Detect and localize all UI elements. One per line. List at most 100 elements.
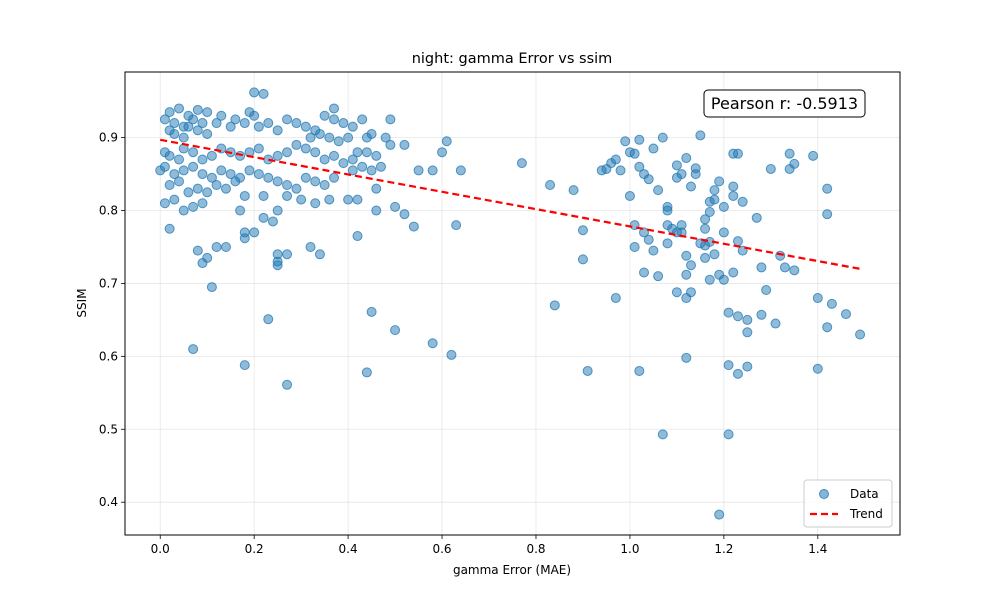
data-point (324, 132, 335, 143)
data-point (305, 241, 316, 252)
data-point (662, 238, 673, 249)
data-point (629, 148, 640, 159)
x-tick-label: 1.0 (620, 542, 639, 556)
data-point (577, 254, 588, 265)
data-point (700, 252, 711, 263)
data-point (319, 110, 330, 121)
data-point (272, 205, 283, 216)
legend-data-marker (819, 489, 829, 499)
data-point (357, 161, 368, 172)
data-point (178, 205, 189, 216)
data-point (183, 121, 194, 132)
data-point (709, 185, 720, 196)
data-point (765, 163, 776, 174)
data-point (169, 169, 180, 180)
data-point (681, 153, 692, 164)
data-point (164, 150, 175, 161)
data-point (709, 249, 720, 260)
data-point (371, 150, 382, 161)
data-point (718, 201, 729, 212)
data-point (732, 311, 743, 322)
data-point (728, 267, 739, 278)
data-point (700, 223, 711, 234)
data-point (441, 136, 452, 147)
data-point (732, 368, 743, 379)
data-point (282, 114, 293, 125)
data-point (413, 165, 424, 176)
data-point (690, 169, 701, 180)
data-point (756, 262, 767, 273)
data-point (159, 198, 170, 209)
data-point (235, 150, 246, 161)
data-point (723, 429, 734, 440)
data-point (742, 361, 753, 372)
chart-title: night: gamma Error vs ssim (412, 51, 613, 67)
data-point (188, 147, 199, 158)
data-point (164, 223, 175, 234)
data-point (446, 349, 457, 360)
data-point (319, 180, 330, 191)
data-point (220, 183, 231, 194)
data-point (263, 314, 274, 325)
data-point (188, 344, 199, 355)
data-point (272, 125, 283, 136)
data-point (169, 128, 180, 139)
data-point (343, 194, 354, 205)
data-point (272, 176, 283, 187)
data-point (399, 209, 410, 220)
data-point (437, 147, 448, 158)
data-point (263, 118, 274, 129)
data-point (577, 225, 588, 236)
data-point (183, 187, 194, 198)
data-point (230, 176, 241, 187)
data-point (343, 132, 354, 143)
data-point (192, 183, 203, 194)
x-tick-label: 0.8 (526, 542, 545, 556)
data-point (681, 352, 692, 363)
data-point (164, 107, 175, 118)
y-tick-label: 0.5 (99, 422, 118, 436)
data-point (197, 118, 208, 129)
data-point (202, 107, 213, 118)
data-point (648, 245, 659, 256)
data-point (427, 165, 438, 176)
data-point (822, 183, 833, 194)
data-point (361, 367, 372, 378)
data-point (427, 338, 438, 349)
data-point (310, 176, 321, 187)
data-point (314, 249, 325, 260)
data-point (197, 154, 208, 165)
data-point (159, 114, 170, 125)
data-point (718, 274, 729, 285)
data-point (840, 309, 851, 320)
data-point (253, 143, 264, 154)
data-point (324, 194, 335, 205)
data-point (197, 169, 208, 180)
data-point (220, 241, 231, 252)
data-point (671, 287, 682, 298)
annotation-box (703, 89, 866, 118)
data-point (230, 114, 241, 125)
data-point (610, 154, 621, 165)
data-point (704, 274, 715, 285)
data-point (258, 212, 269, 223)
data-point (653, 185, 664, 196)
data-point (549, 300, 560, 311)
data-point (296, 194, 307, 205)
data-point (178, 165, 189, 176)
legend: Data Trend (803, 479, 893, 528)
data-point (615, 165, 626, 176)
data-point (545, 180, 556, 191)
data-point (235, 205, 246, 216)
data-point (192, 125, 203, 136)
data-point (174, 154, 185, 165)
legend-data-label: Data (850, 487, 879, 501)
data-point (239, 360, 250, 371)
data-point (709, 194, 720, 205)
data-point (188, 114, 199, 125)
data-point (211, 180, 222, 191)
data-point (338, 158, 349, 169)
data-point (375, 161, 386, 172)
x-tick-label: 0.6 (432, 542, 451, 556)
